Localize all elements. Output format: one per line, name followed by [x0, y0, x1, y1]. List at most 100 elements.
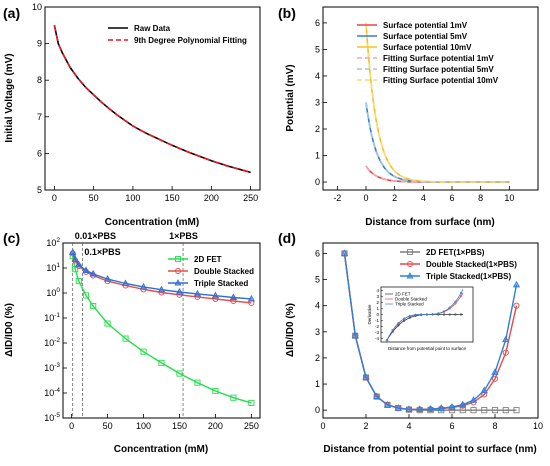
data-point [383, 400, 392, 408]
data-point [90, 303, 97, 310]
inset-y-label: Derivative [367, 304, 372, 325]
inset-point [437, 312, 440, 315]
x-tick-label: 150 [172, 421, 187, 431]
x-tick-label: 100 [136, 421, 151, 431]
annotation-label: 1×PBS [169, 231, 198, 241]
plot-frame [62, 242, 261, 419]
y-tick-label: 4 [315, 301, 320, 311]
panel-b: -2 0 2 4 6 8 10 0 1 2 3 4 5 6 (b) Distance from surface… [278, 5, 539, 228]
legend-label: Fitting Surface potential 5mV [383, 65, 494, 74]
plot-area [365, 22, 510, 183]
data-point [351, 331, 359, 339]
legend-label: Triple Stacked [194, 279, 248, 288]
legend-label: Raw Data [134, 24, 171, 33]
data-point [121, 279, 130, 287]
data-point [491, 368, 499, 375]
legend-label: Surface potential 10mV [383, 43, 472, 52]
data-point [211, 291, 220, 299]
y-tick-label: 4 [315, 71, 320, 81]
data-point [481, 407, 488, 414]
plot-area [53, 25, 251, 174]
inset-legend-label: 2D FET [395, 292, 411, 297]
legend-label: Double Stacked(1×PBS) [426, 260, 517, 269]
y-tick-label: 10-2 [44, 337, 60, 348]
y-tick-label: 8 [37, 75, 42, 85]
x-axis-label: Distance from surface (nm) [365, 217, 494, 228]
legend-label: Triple Stacked(1×PBS) [426, 272, 511, 281]
x-tick-label: 50 [89, 193, 99, 203]
data-point [373, 392, 381, 400]
data-point [416, 405, 424, 412]
inset-point [442, 313, 446, 316]
inset-point [448, 306, 451, 309]
y-tick-label: 10 [32, 2, 42, 12]
x-tick-label: 200 [204, 193, 219, 203]
legend-marker [406, 272, 414, 279]
x-axis-label: Concentration (mM) [105, 217, 199, 228]
data-point [469, 396, 478, 403]
data-point [426, 405, 435, 412]
data-point [491, 375, 499, 382]
data-point [459, 400, 467, 408]
inset-point [397, 322, 400, 325]
data-point [405, 405, 413, 412]
y-tick-label: 0 [315, 177, 320, 187]
x-tick-label: 10 [533, 421, 543, 431]
y-tick-label: 2 [315, 124, 320, 134]
data-point [340, 249, 349, 256]
data-point [248, 399, 255, 406]
y-axis-label: Initial Voltage (mV) [4, 53, 15, 142]
data-point [194, 379, 201, 386]
inset-point [454, 300, 457, 303]
data-point [69, 248, 77, 255]
y-tick-label: 3 [315, 97, 320, 107]
series-line [365, 22, 510, 183]
x-tick-label: 4 [406, 421, 411, 431]
plot-frame [322, 6, 539, 191]
y-tick-label: 101 [46, 262, 60, 273]
y-axis-label: ΔID/ID0 (%) [4, 303, 15, 357]
series-0 [53, 25, 251, 174]
panel-a: 0 50 100 150 200 250 5 6 7 8 9 10 (a) Concentration (… [3, 2, 261, 228]
y-tick-label: 10-4 [44, 387, 60, 398]
data-point [139, 282, 148, 290]
series-1 [53, 25, 251, 174]
x-tick-label: 100 [125, 193, 140, 203]
annotation-label: 0.1×PBS [84, 247, 120, 257]
data-point [491, 407, 499, 414]
x-tick-label: 250 [244, 421, 259, 431]
legend-label: Surface potential 5mV [383, 32, 468, 41]
x-tick-label: 0 [363, 193, 368, 203]
data-point [75, 278, 82, 285]
data-point [229, 293, 238, 301]
inset-point [454, 313, 457, 316]
series-line [365, 165, 510, 183]
annotation-label: 0.01×PBS [75, 231, 116, 241]
data-point [82, 292, 90, 299]
inset-point [448, 313, 451, 316]
plot-frame [322, 242, 539, 419]
legend-marker [174, 279, 182, 286]
y-tick-label: 10-3 [44, 362, 60, 373]
y-tick-label: 6 [315, 18, 320, 28]
inset-x-label: Distance from potential point to surface [388, 346, 467, 351]
data-point [157, 285, 166, 293]
inset-point [402, 317, 406, 320]
legend-marker [407, 249, 413, 255]
legend-label: 9th Degree Polynomial Fitting [134, 36, 247, 45]
y-tick-label: 3 [315, 327, 320, 337]
data-point [158, 359, 165, 366]
inset-point [391, 329, 394, 332]
x-tick-label: -2 [333, 193, 341, 203]
data-point [513, 302, 520, 309]
legend-label: Double Stacked [194, 267, 254, 276]
series-5 [365, 22, 510, 183]
data-point [512, 280, 521, 288]
panel-label: (b) [278, 5, 296, 21]
data-point [448, 402, 456, 410]
data-point [193, 289, 202, 297]
inset-point [385, 339, 389, 342]
series-1 [365, 102, 510, 183]
